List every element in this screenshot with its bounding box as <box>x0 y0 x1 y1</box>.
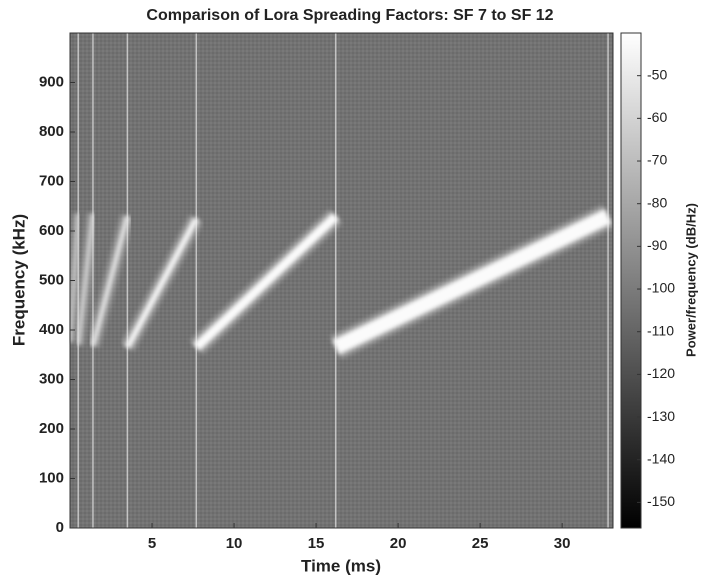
x-axis-label: Time (ms) <box>301 556 381 575</box>
chirp <box>124 217 200 349</box>
y-axis-label: Frequency (kHz) <box>9 214 28 346</box>
chirp <box>332 208 612 355</box>
colorbar-tick-label: -120 <box>647 365 675 381</box>
colorbar-tick-label: -110 <box>647 322 674 338</box>
colorbar-tick-label: -90 <box>647 237 667 253</box>
y-tick-label: 300 <box>39 370 64 387</box>
y-tick-label: 100 <box>39 469 64 486</box>
y-tick-label: 900 <box>39 73 64 90</box>
x-tick-label: 15 <box>308 535 325 552</box>
colorbar-tick-label: -130 <box>647 408 675 424</box>
colorbar-tick-label: -140 <box>647 450 675 466</box>
x-tick-label: 20 <box>390 535 407 552</box>
y-tick-label: 0 <box>56 519 64 536</box>
colorbar-tick-label: -70 <box>647 152 667 168</box>
colorbar-tick-label: -50 <box>647 66 667 82</box>
x-tick-label: 5 <box>148 535 156 552</box>
colorbar-tick-label: -80 <box>647 194 667 210</box>
y-tick-label: 400 <box>39 321 64 338</box>
y-tick-label: 700 <box>39 172 64 189</box>
chart-title: Comparison of Lora Spreading Factors: SF… <box>146 7 553 24</box>
y-tick-label: 600 <box>39 222 64 239</box>
colorbar-tick-label: -150 <box>647 493 675 509</box>
colorbar <box>620 32 642 529</box>
noise-texture <box>70 33 613 528</box>
x-tick-label: 30 <box>554 535 571 552</box>
y-tick-label: 500 <box>39 271 64 288</box>
chirp <box>192 212 340 351</box>
chirp <box>68 213 80 343</box>
colorbar-tick-label: -100 <box>647 280 675 296</box>
chirp <box>90 215 130 347</box>
colorbar-tick-label: -60 <box>647 109 667 125</box>
x-tick-label: 25 <box>472 535 489 552</box>
y-tick-label: 200 <box>39 420 64 437</box>
y-tick-label: 800 <box>39 123 64 140</box>
colorbar-label: Power/frequency (dB/Hz) <box>683 203 698 357</box>
x-tick-label: 10 <box>226 535 243 552</box>
chirp <box>76 213 95 346</box>
